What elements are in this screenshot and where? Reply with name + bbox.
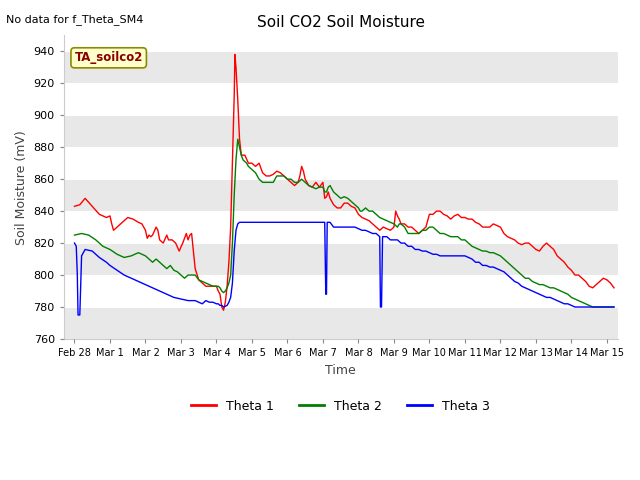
Bar — [64, 211, 618, 243]
Legend: Theta 1, Theta 2, Theta 3: Theta 1, Theta 2, Theta 3 — [186, 395, 495, 418]
Title: Soil CO2 Soil Moisture: Soil CO2 Soil Moisture — [257, 15, 425, 30]
Bar — [64, 275, 618, 307]
Bar — [64, 115, 618, 147]
Bar — [64, 307, 618, 339]
X-axis label: Time: Time — [325, 363, 356, 376]
Bar — [64, 147, 618, 179]
Text: TA_soilco2: TA_soilco2 — [74, 51, 143, 64]
Bar — [64, 51, 618, 83]
Bar — [64, 243, 618, 275]
Bar — [64, 179, 618, 211]
Bar — [64, 83, 618, 115]
Text: No data for f_Theta_SM4: No data for f_Theta_SM4 — [6, 14, 144, 25]
Y-axis label: Soil Moisture (mV): Soil Moisture (mV) — [15, 130, 28, 244]
